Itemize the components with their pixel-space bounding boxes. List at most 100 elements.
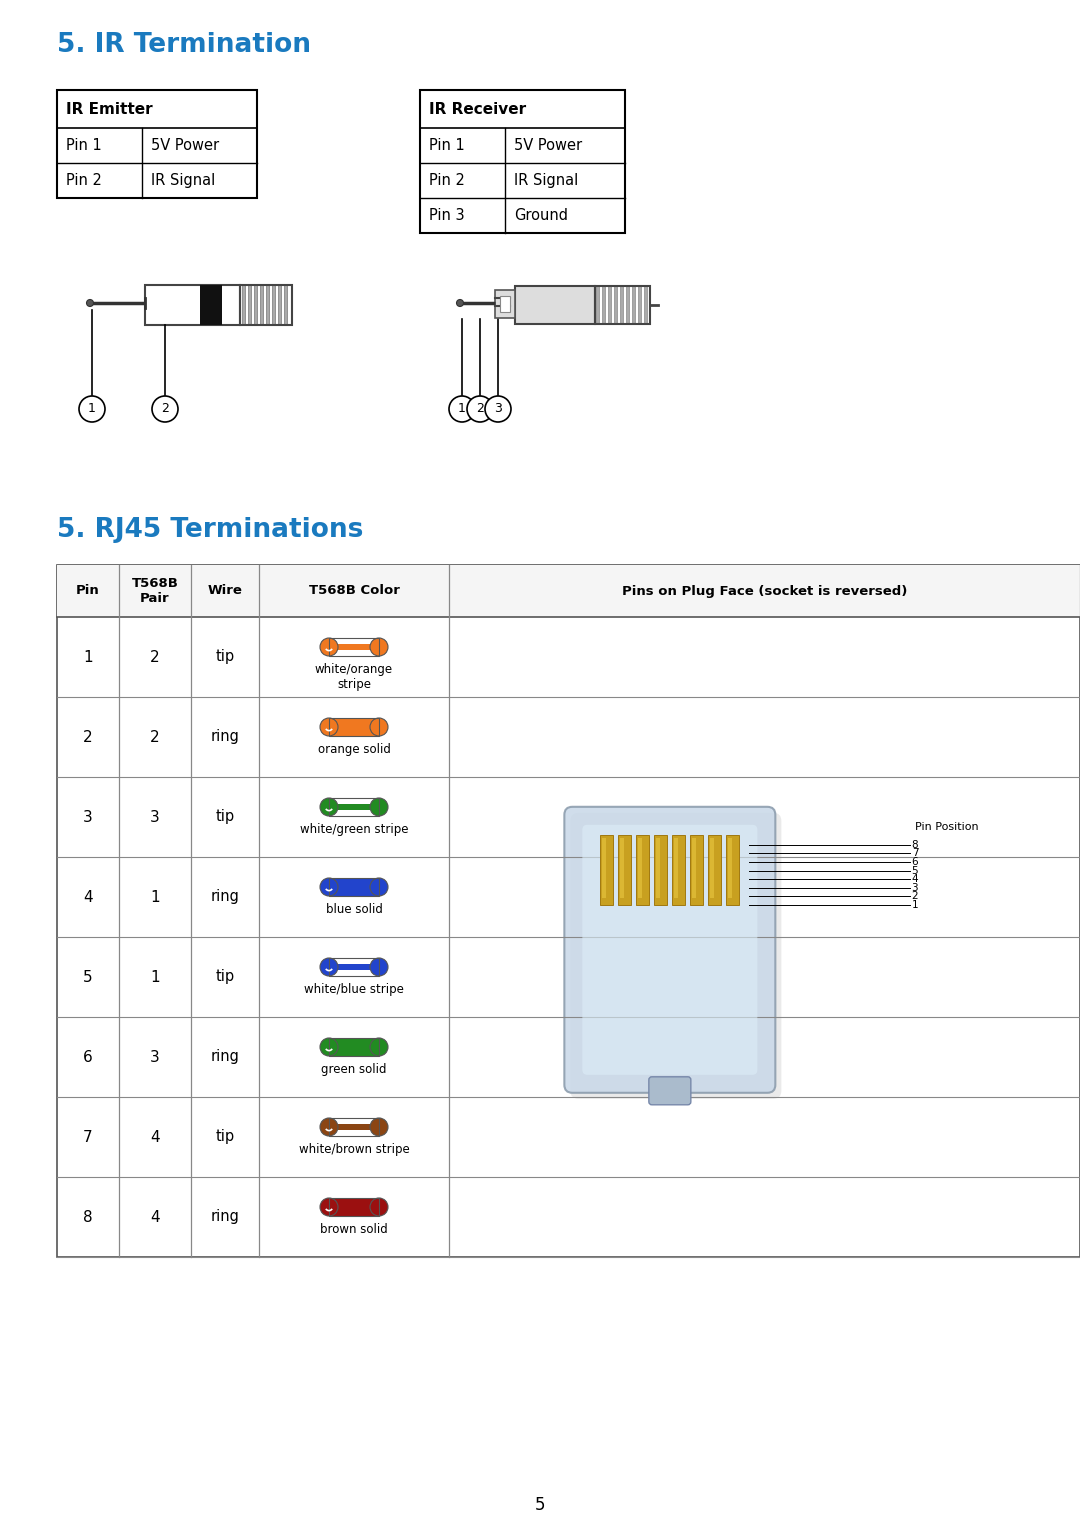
Text: 5: 5 bbox=[912, 866, 918, 875]
Text: white/brown stripe: white/brown stripe bbox=[299, 1144, 409, 1156]
Bar bbox=[57, 565, 1080, 617]
Text: 1: 1 bbox=[150, 890, 160, 904]
Bar bbox=[329, 799, 379, 815]
Bar bbox=[595, 286, 650, 324]
FancyBboxPatch shape bbox=[565, 806, 775, 1093]
Bar bbox=[690, 835, 703, 906]
Text: 2: 2 bbox=[83, 730, 93, 745]
Bar bbox=[495, 290, 515, 318]
Bar bbox=[600, 835, 613, 906]
Bar bbox=[329, 638, 379, 657]
Circle shape bbox=[86, 299, 94, 307]
Text: 5: 5 bbox=[83, 970, 93, 985]
Bar bbox=[329, 957, 379, 976]
FancyBboxPatch shape bbox=[570, 812, 781, 1099]
Text: 3: 3 bbox=[494, 403, 502, 415]
Text: white/blue stripe: white/blue stripe bbox=[305, 983, 404, 996]
Text: ring: ring bbox=[211, 1049, 240, 1064]
Bar bbox=[248, 286, 251, 325]
Circle shape bbox=[320, 878, 338, 896]
Circle shape bbox=[449, 395, 475, 421]
Text: IR Signal: IR Signal bbox=[151, 173, 215, 188]
FancyBboxPatch shape bbox=[649, 1077, 691, 1106]
Text: Pin Position: Pin Position bbox=[915, 822, 978, 832]
Bar bbox=[420, 90, 625, 234]
Bar bbox=[644, 286, 647, 324]
Bar bbox=[278, 286, 281, 325]
Circle shape bbox=[320, 1038, 338, 1057]
Bar bbox=[711, 838, 714, 898]
Bar bbox=[329, 718, 379, 736]
Text: 7: 7 bbox=[83, 1130, 93, 1145]
Circle shape bbox=[467, 395, 492, 421]
Bar bbox=[272, 286, 275, 325]
Bar bbox=[615, 286, 617, 324]
Bar bbox=[620, 838, 624, 898]
Circle shape bbox=[152, 395, 178, 421]
Bar bbox=[266, 286, 269, 325]
Bar bbox=[692, 838, 697, 898]
Circle shape bbox=[370, 957, 388, 976]
Text: Pin 2: Pin 2 bbox=[429, 173, 464, 188]
Text: orange solid: orange solid bbox=[318, 744, 391, 756]
Text: Pin 1: Pin 1 bbox=[66, 137, 102, 153]
Text: 3: 3 bbox=[83, 809, 93, 825]
Text: blue solid: blue solid bbox=[325, 902, 382, 916]
Bar bbox=[500, 296, 510, 312]
Text: tip: tip bbox=[215, 809, 234, 825]
Text: Pin: Pin bbox=[76, 585, 99, 597]
Bar bbox=[329, 638, 379, 657]
Bar bbox=[329, 644, 379, 651]
Text: 6: 6 bbox=[83, 1049, 93, 1064]
Bar bbox=[596, 286, 599, 324]
Text: 2: 2 bbox=[912, 892, 918, 901]
Bar bbox=[515, 286, 595, 324]
Circle shape bbox=[370, 1199, 388, 1215]
Bar bbox=[636, 835, 649, 906]
Text: 1: 1 bbox=[89, 403, 96, 415]
Text: 4: 4 bbox=[150, 1209, 160, 1225]
Bar bbox=[329, 878, 379, 896]
Bar bbox=[626, 286, 629, 324]
Bar bbox=[619, 835, 632, 906]
Bar bbox=[284, 286, 287, 325]
Bar bbox=[260, 286, 264, 325]
Bar bbox=[728, 838, 732, 898]
Text: 8: 8 bbox=[912, 840, 918, 851]
Circle shape bbox=[370, 1118, 388, 1136]
Bar bbox=[329, 1199, 379, 1215]
Bar bbox=[674, 838, 678, 898]
Bar bbox=[329, 805, 379, 809]
Circle shape bbox=[457, 299, 463, 307]
Circle shape bbox=[370, 1038, 388, 1057]
Text: 3: 3 bbox=[912, 883, 918, 893]
Text: T568B Color: T568B Color bbox=[309, 585, 400, 597]
Circle shape bbox=[320, 799, 338, 815]
FancyBboxPatch shape bbox=[582, 825, 757, 1075]
Text: ring: ring bbox=[211, 730, 240, 745]
Bar bbox=[329, 1038, 379, 1057]
Text: tip: tip bbox=[215, 649, 234, 664]
Bar bbox=[145, 286, 240, 325]
Bar bbox=[638, 286, 642, 324]
Text: 4: 4 bbox=[912, 873, 918, 884]
Text: 1: 1 bbox=[83, 649, 93, 664]
Circle shape bbox=[320, 718, 338, 736]
Circle shape bbox=[320, 957, 338, 976]
Text: 5V Power: 5V Power bbox=[514, 137, 582, 153]
Text: 7: 7 bbox=[912, 849, 918, 858]
Bar bbox=[329, 957, 379, 976]
Bar bbox=[57, 565, 1080, 1257]
Bar bbox=[329, 878, 379, 896]
Text: 6: 6 bbox=[912, 857, 918, 867]
Bar bbox=[632, 286, 635, 324]
Bar bbox=[654, 835, 667, 906]
Bar bbox=[329, 718, 379, 736]
Text: 2: 2 bbox=[150, 649, 160, 664]
Bar bbox=[638, 838, 643, 898]
Text: white/orange
stripe: white/orange stripe bbox=[315, 663, 393, 692]
Text: Ground: Ground bbox=[514, 208, 568, 223]
Text: T568B
Pair: T568B Pair bbox=[132, 577, 178, 605]
Text: 4: 4 bbox=[83, 890, 93, 904]
Circle shape bbox=[370, 799, 388, 815]
